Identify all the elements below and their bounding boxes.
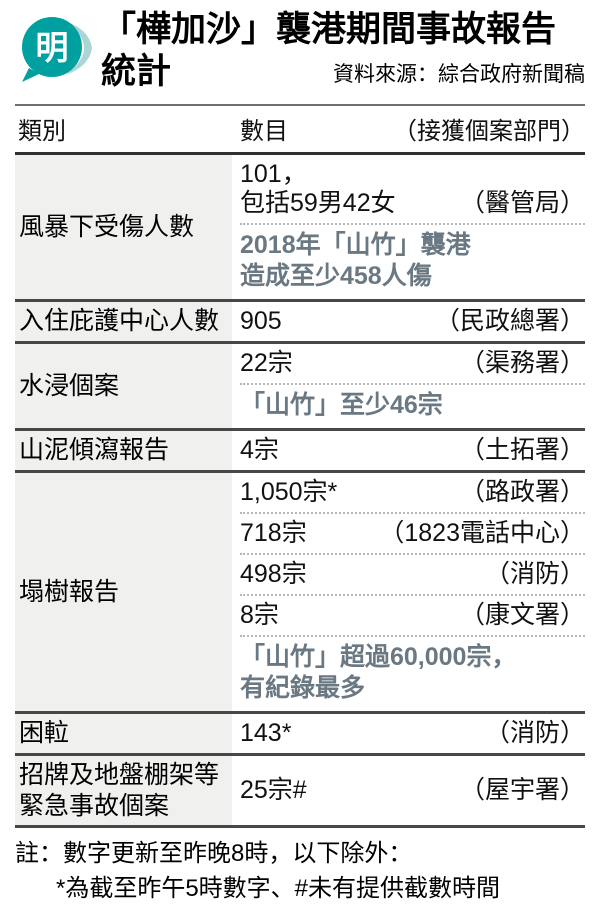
entry-department: （民政總署） bbox=[434, 307, 585, 335]
row-entry: 905 （民政總署） bbox=[240, 302, 585, 341]
row-entry: 143* （消防） bbox=[240, 714, 585, 753]
col-header-category: 類別 bbox=[18, 118, 66, 145]
row-entry: 4宗 （土拓署） bbox=[240, 431, 585, 470]
row-entry: 498宗 （消防） bbox=[240, 553, 585, 594]
entry-count: 4宗 bbox=[240, 436, 279, 464]
data-source-label: 資料來源：綜合政府新聞稿 bbox=[333, 63, 585, 86]
mangkhut-comparison-note: 2018年「山竹」襲港 造成至少458人傷 bbox=[240, 223, 585, 299]
footnote-line1: 註：數字更新至昨晚8時，以下除外： bbox=[15, 840, 413, 867]
entry-department: （路政署） bbox=[459, 478, 585, 506]
table-row-injuries: 風暴下受傷人數 101， 包括59男42女 （醫管局） 2018年「山竹」襲港 … bbox=[15, 155, 585, 302]
table-row-signboard-scaffold: 招牌及地盤棚架等 緊急事故個案 25宗# （屋宇署） bbox=[15, 756, 585, 828]
table-row-lift-trapped: 困𨋢 143* （消防） bbox=[15, 714, 585, 756]
entry-department: （屋宇署） bbox=[459, 776, 585, 804]
table-row-landslide: 山泥傾瀉報告 4宗 （土拓署） bbox=[15, 431, 585, 473]
entry-department: （消防） bbox=[484, 719, 585, 747]
entry-department: （土拓署） bbox=[459, 436, 585, 464]
row-entry: 1,050宗* （路政署） bbox=[240, 473, 585, 512]
masthead: 明 「樺加沙」襲港期間事故報告 統計 資料來源：綜合政府新聞稿 bbox=[15, 0, 585, 92]
entry-count: 8宗 bbox=[240, 601, 279, 629]
entry-department: （消防） bbox=[484, 560, 585, 588]
row-category: 水浸個案 bbox=[15, 344, 232, 428]
row-category: 招牌及地盤棚架等 緊急事故個案 bbox=[15, 756, 232, 825]
row-category: 困𨋢 bbox=[15, 714, 232, 753]
entry-department: （醫管局） bbox=[459, 189, 585, 217]
title-block: 「樺加沙」襲港期間事故報告 統計 資料來源：綜合政府新聞稿 bbox=[101, 8, 585, 92]
footnotes: 註：數字更新至昨晚8時，以下除外： *為截至昨午5時數字、#未有提供截數時間 bbox=[15, 828, 585, 907]
row-category: 風暴下受傷人數 bbox=[15, 155, 232, 299]
col-header-department: （接獲個案部門） bbox=[393, 118, 585, 145]
entry-count: 22宗 bbox=[240, 349, 293, 377]
entry-count: 143* bbox=[240, 719, 292, 747]
table-row-shelter: 入住庇護中心人數 905 （民政總署） bbox=[15, 302, 585, 344]
footnote-line2: *為截至昨午5時數字、#未有提供截數時間 bbox=[56, 874, 501, 902]
col-header-count: 數目 bbox=[240, 118, 288, 145]
table-row-flooding: 水浸個案 22宗 （渠務署） 「山竹」至少46宗 bbox=[15, 344, 585, 431]
mangkhut-comparison-note: 「山竹」超過60,000宗， 有紀錄最多 bbox=[240, 635, 585, 711]
entry-count: 718宗 bbox=[240, 519, 307, 547]
entry-count: 101， 包括59男42女 bbox=[240, 160, 396, 217]
entry-department: （康文署） bbox=[459, 601, 585, 629]
table-row-fallen-trees: 塌樹報告 1,050宗* （路政署） 718宗 （1823電話中心） 498宗 … bbox=[15, 473, 585, 714]
entry-count: 905 bbox=[240, 307, 282, 335]
entry-count: 498宗 bbox=[240, 560, 307, 588]
page-title-line2: 統計 bbox=[101, 51, 172, 91]
row-entry: 25宗# （屋宇署） bbox=[240, 771, 585, 810]
entry-department: （渠務署） bbox=[459, 349, 585, 377]
row-category: 山泥傾瀉報告 bbox=[15, 431, 232, 470]
mingpao-logo-icon: 明 bbox=[22, 17, 92, 82]
row-entry: 22宗 （渠務署） bbox=[240, 344, 585, 383]
row-entry: 101， 包括59男42女 （醫管局） bbox=[240, 155, 585, 223]
page-title-line1: 「樺加沙」襲港期間事故報告 bbox=[101, 10, 557, 49]
entry-count: 1,050宗* bbox=[240, 478, 338, 506]
incident-table: 類別 數目 （接獲個案部門） 風暴下受傷人數 101， 包括59男42女 （醫管… bbox=[15, 104, 585, 828]
table-header-row: 類別 數目 （接獲個案部門） bbox=[15, 106, 585, 155]
row-entry: 718宗 （1823電話中心） bbox=[240, 512, 585, 553]
entry-count: 25宗# bbox=[240, 776, 307, 804]
mangkhut-comparison-note: 「山竹」至少46宗 bbox=[240, 383, 585, 428]
entry-department: （1823電話中心） bbox=[379, 519, 585, 547]
row-category: 入住庇護中心人數 bbox=[15, 302, 232, 341]
row-category: 塌樹報告 bbox=[15, 473, 232, 711]
svg-text:明: 明 bbox=[36, 29, 69, 66]
row-entry: 8宗 （康文署） bbox=[240, 594, 585, 635]
